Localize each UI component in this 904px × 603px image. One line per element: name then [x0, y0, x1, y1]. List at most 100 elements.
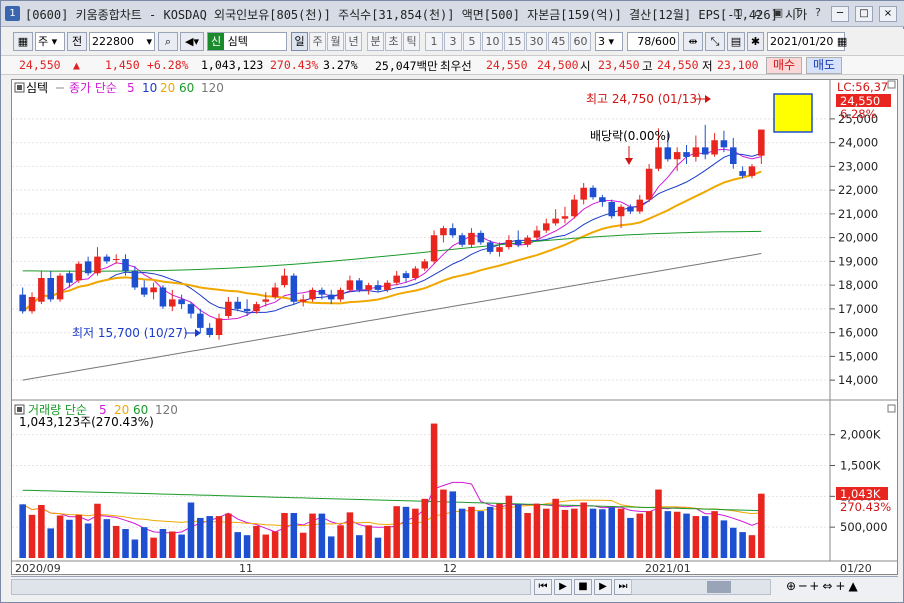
volume-bar: [720, 520, 728, 558]
volume-bar: [449, 491, 457, 558]
next-button[interactable]: ▶: [594, 579, 612, 595]
fit-icon[interactable]: ⇔: [822, 579, 833, 593]
tab-tick[interactable]: 틱: [403, 32, 420, 51]
open-price: 23,450: [598, 58, 640, 72]
candle: [655, 147, 662, 169]
candle: [197, 313, 204, 328]
text-icon[interactable]: T: [794, 6, 802, 19]
volume-bar: [683, 513, 690, 558]
play-button[interactable]: ▶: [554, 579, 572, 595]
chart-svg[interactable]: 14,000 15,000 16,000 17,000 18,000 19,000 20,0…: [12, 80, 897, 575]
candle: [243, 308, 251, 312]
candle: [66, 273, 73, 283]
tab-day[interactable]: 일: [291, 32, 308, 51]
tab-year[interactable]: 년: [345, 32, 362, 51]
volume-last-pct: 270.43%: [840, 500, 891, 514]
layout-icon[interactable]: ▣: [772, 6, 784, 19]
sell-button[interactable]: 매도: [806, 57, 843, 74]
volume-bar: [243, 535, 251, 558]
max-icon[interactable]: +: [835, 579, 846, 593]
interval-button[interactable]: 15: [504, 32, 525, 51]
y-tick-label: 24,000: [838, 136, 878, 150]
interval-button[interactable]: 5: [463, 32, 481, 51]
candle: [84, 261, 92, 274]
zoom-track[interactable]: [631, 579, 771, 595]
volume-bar: [552, 498, 559, 558]
volume-bar: [430, 423, 438, 558]
volume-bar: [645, 511, 653, 558]
zoom-out-icon[interactable]: ─: [799, 579, 807, 593]
volume-bar: [271, 531, 279, 558]
volume-legend-ma20: 20: [114, 403, 129, 417]
y-tick-label: 21,000: [838, 207, 878, 221]
volume-bar: [131, 539, 139, 558]
interval-button[interactable]: 10: [482, 32, 503, 51]
stock-code-input[interactable]: 222800 ▾: [89, 32, 155, 51]
minimize-button[interactable]: ─: [831, 6, 849, 22]
save-icon[interactable]: ▤: [727, 32, 745, 51]
up-arrow-icon: ▲: [73, 58, 80, 72]
interval-button[interactable]: 1: [425, 32, 443, 51]
count-field[interactable]: 78/600: [627, 32, 679, 51]
help-icon[interactable]: ?: [815, 6, 821, 19]
buy-button[interactable]: 매수: [766, 57, 803, 74]
volume-bar: [374, 537, 382, 558]
interval-select[interactable]: 3 ▾: [595, 32, 623, 51]
candle: [187, 304, 195, 314]
crosshair-icon[interactable]: ⊕: [786, 579, 797, 593]
highlight-box[interactable]: [773, 93, 813, 133]
new-badge: 신: [208, 33, 225, 50]
y-tick-label: 14,000: [838, 373, 878, 387]
maximize-button[interactable]: □: [855, 6, 873, 22]
volume-bar: [468, 506, 475, 558]
sound-icon[interactable]: ◀▾: [180, 32, 204, 51]
scroll-icon[interactable]: ⇹: [683, 32, 703, 51]
stop-button[interactable]: ■: [574, 579, 592, 595]
candle: [430, 235, 438, 262]
candle: [496, 247, 503, 252]
candle: [206, 327, 213, 335]
tab-second[interactable]: 초: [385, 32, 402, 51]
draw-icon[interactable]: ⤡: [705, 32, 725, 51]
volume-bar: [701, 516, 709, 558]
date-field[interactable]: 2021/01/20 ▦: [767, 32, 848, 51]
candle: [253, 304, 260, 312]
tab-minute[interactable]: 분: [367, 32, 384, 51]
prev-button[interactable]: 전: [67, 32, 87, 51]
settings-icon[interactable]: ▦: [13, 32, 33, 51]
candle: [449, 228, 457, 236]
volume-bar: [206, 516, 213, 558]
up-icon[interactable]: ▲: [848, 579, 858, 593]
chart-area[interactable]: 14,000 15,000 16,000 17,000 18,000 19,000 20,0…: [11, 79, 898, 575]
interval-button[interactable]: 45: [548, 32, 569, 51]
volume-tick-label: 500,000: [840, 520, 888, 534]
volume-bar: [514, 504, 522, 558]
tab-month[interactable]: 월: [327, 32, 344, 51]
interval-button[interactable]: 60: [570, 32, 591, 51]
zoom-thumb[interactable]: [707, 581, 731, 593]
last-button[interactable]: ⏭: [614, 579, 632, 595]
gear-icon[interactable]: ✱: [747, 32, 764, 51]
first-button[interactable]: ⏮: [534, 579, 552, 595]
ma20-line: [22, 170, 762, 313]
last-price-tag: 24,550: [840, 94, 880, 108]
x-label: 11: [239, 562, 253, 574]
link-icon[interactable]: ⊡: [733, 6, 743, 19]
calendar-icon[interactable]: ▦: [836, 35, 848, 48]
scroll-track[interactable]: [11, 579, 531, 595]
candle: [56, 275, 64, 300]
close-button[interactable]: ×: [879, 6, 897, 22]
x-label: 2021/01: [645, 562, 691, 574]
period-select[interactable]: 주 ▾: [35, 32, 65, 51]
candle: [159, 287, 167, 307]
quote-bar: 24,550 ▲ 1,450 +6.28% 1,043,123 270.43% …: [1, 55, 904, 75]
tab-week[interactable]: 주: [309, 32, 326, 51]
candle: [94, 256, 101, 274]
interval-button[interactable]: 3: [444, 32, 462, 51]
stock-name-field[interactable]: 신 심텍: [207, 32, 287, 51]
interval-button[interactable]: 30: [526, 32, 547, 51]
dividend-annotation: 배당락(0.00%): [590, 129, 671, 143]
zoom-in-icon[interactable]: +: [809, 579, 820, 593]
home-icon[interactable]: ⌂: [754, 6, 762, 19]
search-icon[interactable]: ⌕: [158, 32, 178, 51]
